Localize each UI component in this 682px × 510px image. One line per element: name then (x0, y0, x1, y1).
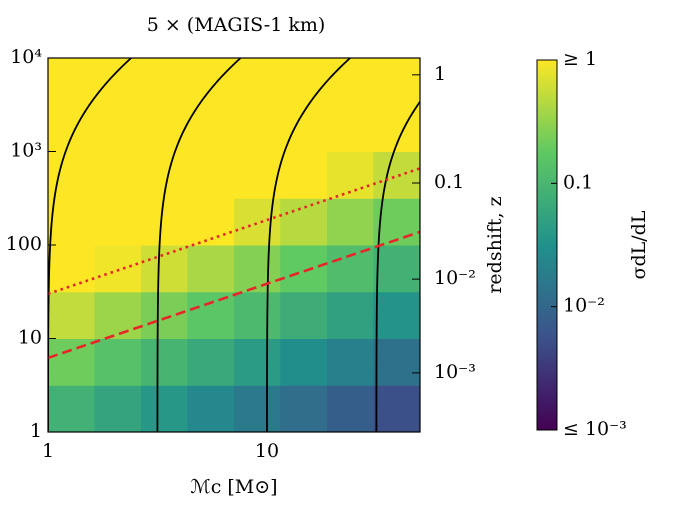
heatmap-cell (280, 198, 328, 246)
heatmap-cell (94, 104, 142, 152)
heatmap-cell (326, 58, 374, 106)
x-tick-label: 1 (42, 440, 54, 462)
heatmap-cell (94, 151, 142, 199)
heatmap-cell (141, 245, 188, 293)
heatmap-cell (280, 291, 328, 339)
mass-curve (266, 58, 351, 432)
heatmap-cell (280, 245, 328, 293)
heatmap-cell (94, 338, 142, 386)
heatmap-cell (187, 151, 235, 199)
heatmap-cell (373, 245, 420, 293)
heatmap-cell (373, 291, 420, 339)
y-tick-label: 1 (30, 420, 42, 442)
heatmap-cell (94, 198, 142, 246)
heatmap-cell (187, 58, 235, 106)
heatmap-cell (94, 385, 142, 432)
heatmap-cell (373, 385, 420, 432)
heatmap-cell (233, 245, 281, 293)
heatmap-cell (48, 291, 95, 339)
heatmap-cell (326, 245, 374, 293)
colorbar-tick-label: 10⁻² (563, 295, 605, 317)
y-tick-label: 10 (18, 327, 42, 349)
heatmap-cell (94, 58, 142, 106)
heatmap-cell (187, 104, 235, 152)
y2-tick-label: 10⁻² (434, 267, 476, 289)
y2-tick-label: 10⁻³ (434, 361, 476, 383)
heatmap-cell (233, 385, 281, 432)
heatmap-cell (48, 385, 95, 432)
heatmap-cell (326, 291, 374, 339)
heatmap-cell (233, 104, 281, 152)
y-tick-label: 100 (6, 233, 42, 255)
heatmap-cell (233, 58, 281, 106)
heatmap-cell (233, 151, 281, 199)
heatmap-cell (326, 104, 374, 152)
heatmap-cell (141, 385, 188, 432)
x-tick-label: 10 (255, 440, 279, 462)
heatmap-cell (141, 291, 188, 339)
heatmap-cell (326, 338, 374, 386)
heatmap-cell (48, 245, 95, 293)
heatmap-cell (48, 104, 95, 152)
colorbar-tick-label: ≥ 1 (563, 48, 597, 70)
heatmap-cell (373, 58, 420, 106)
heatmap-cell (187, 385, 235, 432)
chart-title: 5 × (MAGIS-1 km) (147, 14, 326, 36)
heatmap-cell (280, 151, 328, 199)
heatmap-cell (48, 198, 95, 246)
heatmap-cell (187, 291, 235, 339)
heatmap-cell (141, 58, 188, 106)
heatmap-cell (141, 338, 188, 386)
colorbar (536, 59, 558, 431)
heatmap-cell (326, 198, 374, 246)
heatmap-cell (373, 151, 420, 199)
y2-tick-label: 0.1 (434, 171, 464, 193)
y-tick-label: 10³ (10, 140, 42, 162)
heatmap-cell (141, 198, 188, 246)
colorbar-tick-label: 0.1 (563, 171, 593, 193)
heatmap-cell (373, 338, 420, 386)
heatmap-cell (280, 338, 328, 386)
heatmap-cell (187, 245, 235, 293)
snr-line (48, 230, 420, 360)
heatmap-cell (233, 291, 281, 339)
y2-axis-label: redshift, z (484, 196, 506, 293)
colorbar-tick-label: ≤ 10⁻³ (563, 418, 627, 440)
heatmap-cell (94, 291, 142, 339)
heatmap-cell (48, 58, 95, 106)
heatmap-cell (233, 198, 281, 246)
colorbar-label: σdL/dL (628, 210, 650, 279)
heatmap-cell (141, 104, 188, 152)
y2-tick-label: 1 (434, 63, 446, 85)
heatmap-cell (326, 151, 374, 199)
y-tick-label: 10⁴ (10, 46, 42, 68)
heatmap-cell (280, 385, 328, 432)
x-axis-label: ℳc [M⊙] (190, 476, 277, 498)
heatmap-cell (233, 338, 281, 386)
heatmap-cell (280, 58, 328, 106)
plot-area (48, 58, 420, 432)
heatmap-cell (94, 245, 142, 293)
heatmap-cell (48, 338, 95, 386)
heatmap-cell (326, 385, 374, 432)
mass-curve (156, 58, 242, 432)
heatmap-cell (187, 338, 235, 386)
